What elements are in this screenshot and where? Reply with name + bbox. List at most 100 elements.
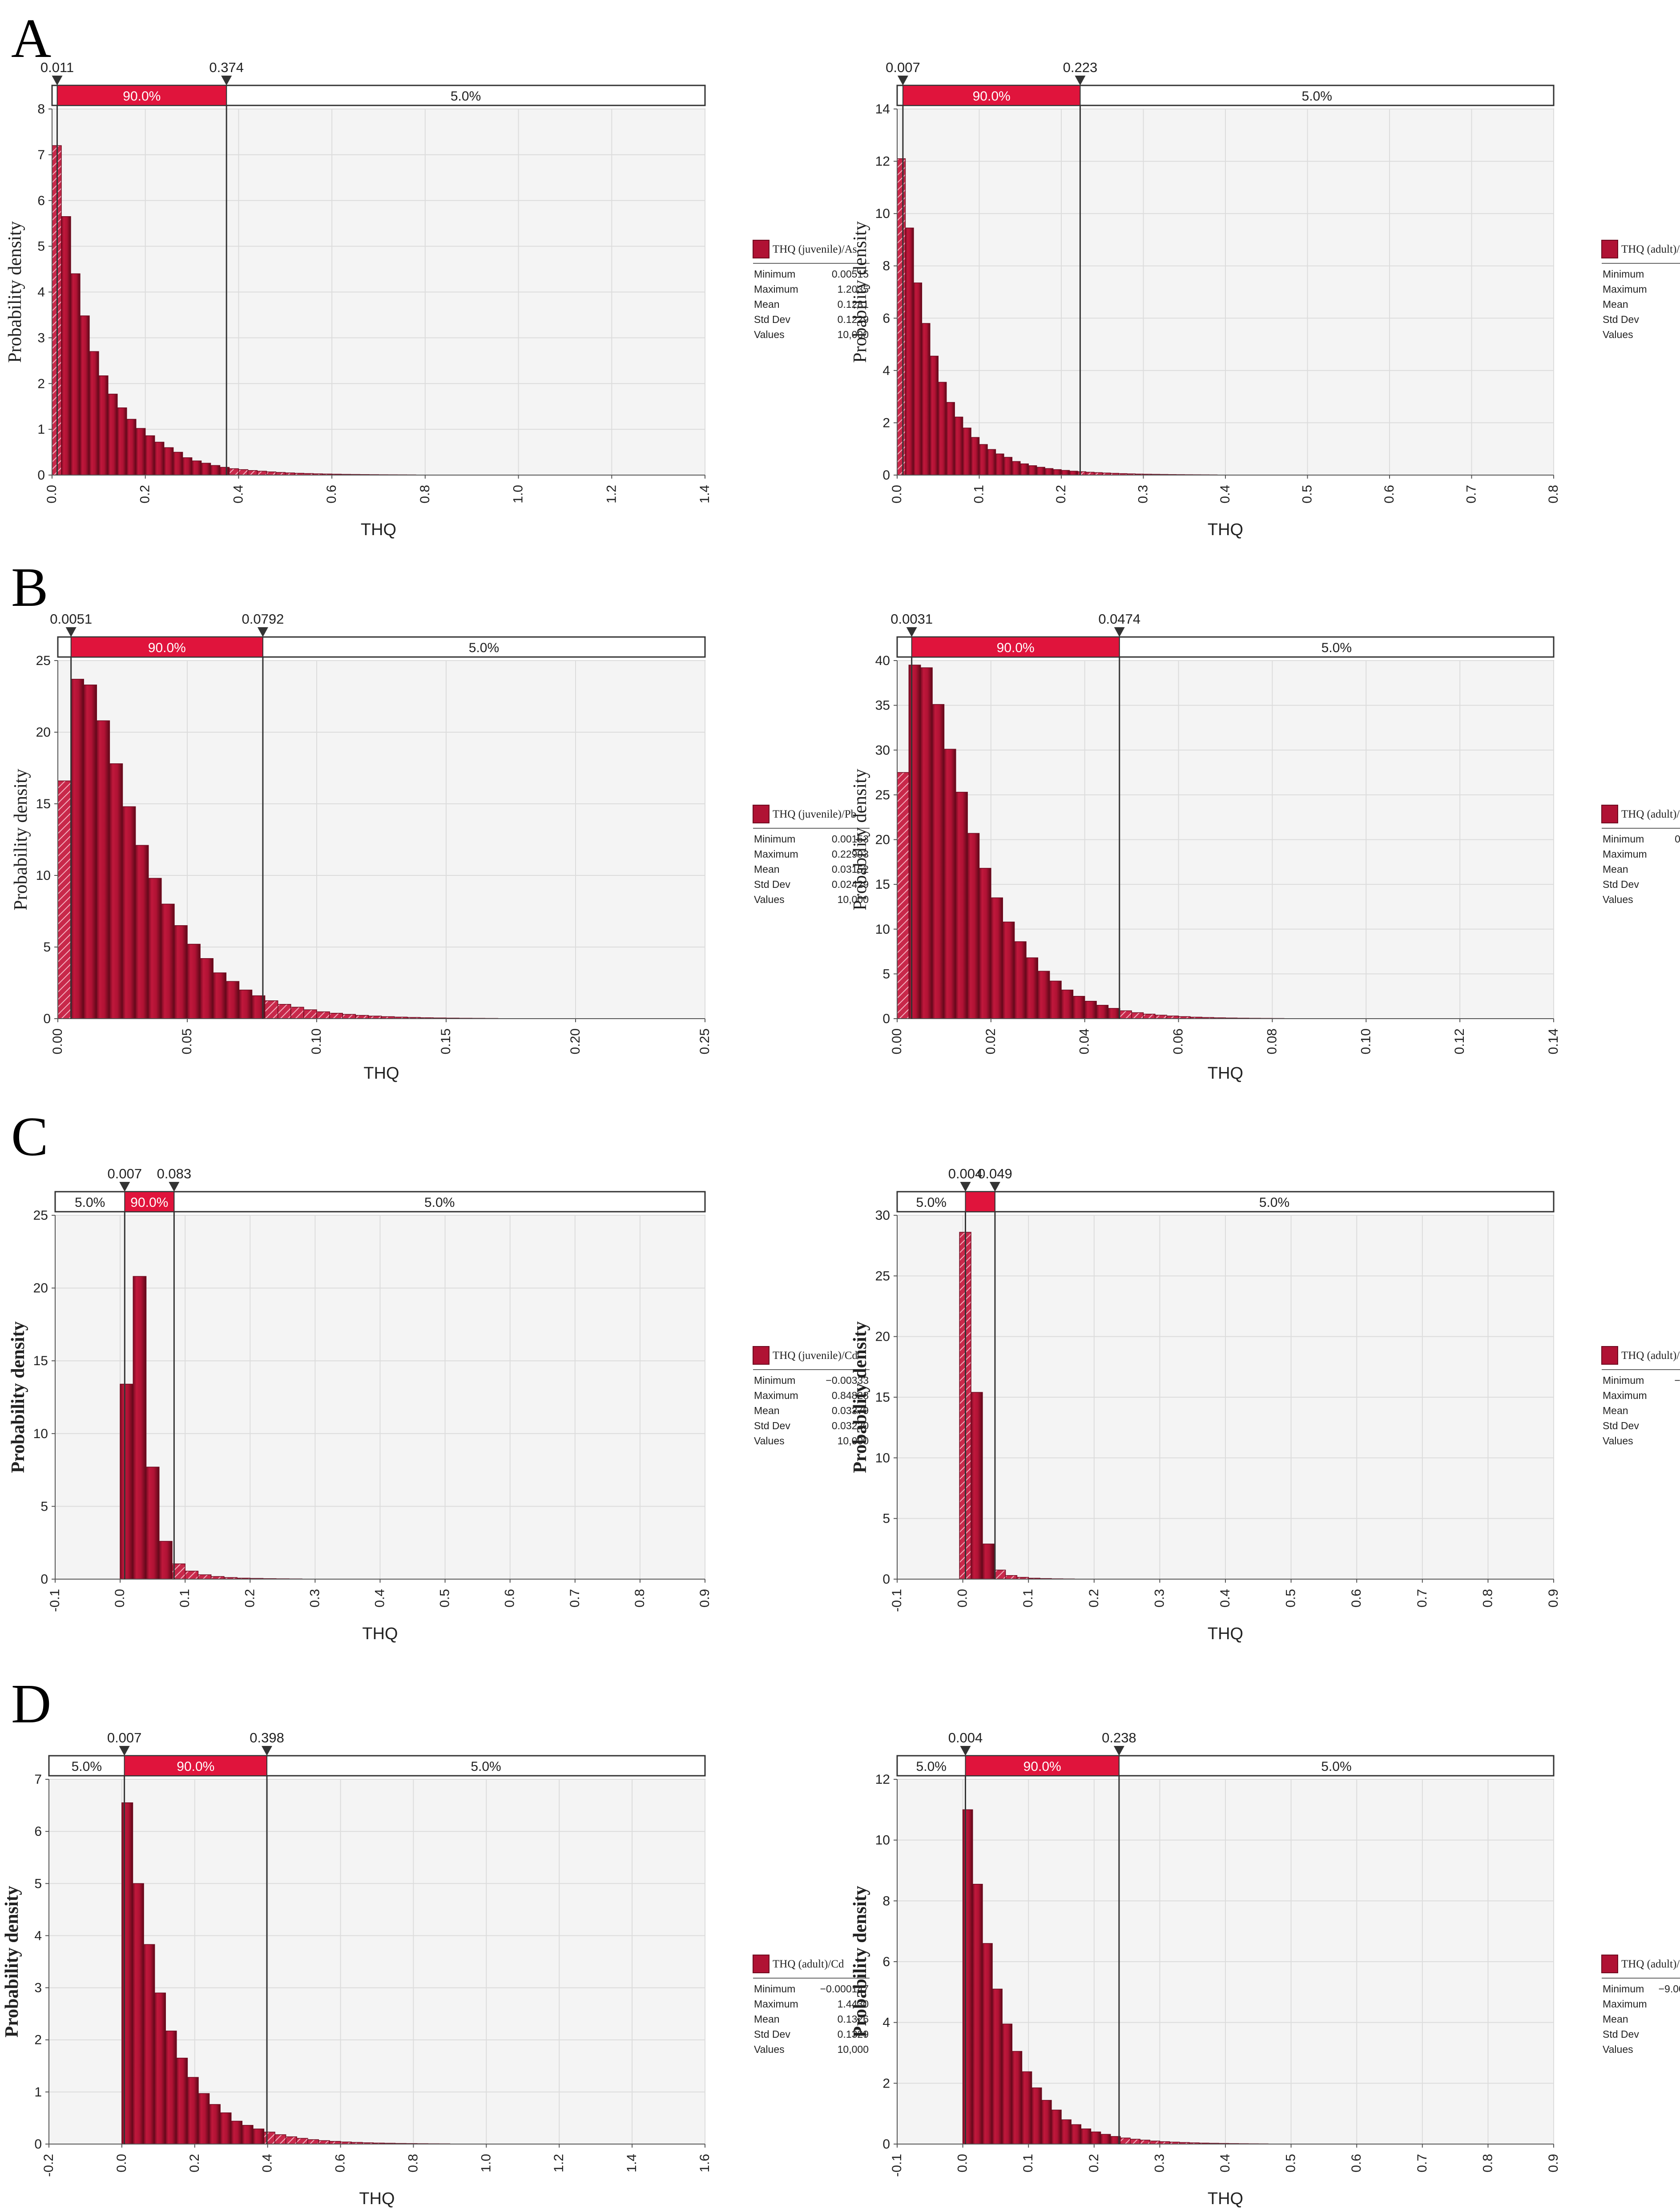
histogram-bar [908, 665, 921, 1019]
y-tick-label: 10 [875, 206, 890, 221]
upper-cut-label: 0.0792 [242, 611, 284, 627]
y-tick-label: 1 [37, 422, 45, 437]
histogram-bar [220, 2112, 232, 2145]
histogram-bar [971, 1392, 983, 1580]
band-segment-label: 5.0% [1321, 1759, 1351, 1774]
band-segment-filled [124, 1191, 175, 1212]
x-tick-label: 0.6 [324, 485, 339, 504]
histogram-bar [154, 1992, 166, 2145]
x-tick-label: 0.0 [113, 1589, 127, 1608]
y-tick-label: 20 [36, 725, 51, 740]
histogram-bar [89, 351, 99, 476]
histogram-bar [991, 897, 1003, 1019]
x-axis-label: THQ [1208, 2189, 1243, 2208]
histogram-bar [1071, 2124, 1082, 2145]
histogram-bar [1037, 971, 1050, 1019]
x-tick-label: 0.5 [1284, 2154, 1298, 2173]
legend-swatch [753, 1955, 769, 1973]
histogram-bar [1090, 2131, 1101, 2145]
band-segment-label: 5.0% [1302, 89, 1332, 104]
y-tick-label: 10 [33, 1427, 48, 1441]
x-tick-label: 0.9 [697, 1589, 712, 1608]
lower-cut-marker [960, 1746, 971, 1756]
histogram-bar [992, 1988, 1003, 2145]
legend-stat-value: 0.1329 [838, 2028, 869, 2040]
x-tick-label: 0.3 [1152, 1589, 1167, 1608]
histogram-bar [57, 780, 71, 1019]
legend-stat-label: Minimum [754, 1375, 795, 1386]
y-tick-label: 3 [34, 1981, 42, 1995]
x-axis-label: THQ [363, 1064, 399, 1083]
legend-stat-label: Mean [1603, 1405, 1628, 1416]
x-tick-label: 0.8 [633, 1589, 647, 1608]
lower-cut-label: 0.007 [886, 60, 920, 75]
histogram-bar [145, 1467, 160, 1580]
x-tick-label: 0.04 [1077, 1028, 1092, 1054]
histogram-bar [1026, 957, 1039, 1019]
histogram-bar [1014, 941, 1027, 1019]
histogram-bar [174, 925, 188, 1019]
histogram-bar [109, 763, 123, 1019]
x-tick-label: 0.3 [1152, 2154, 1167, 2173]
y-tick-label: 15 [875, 1390, 890, 1405]
x-tick-label: 0.00 [890, 1028, 904, 1054]
histogram-bar [930, 355, 939, 476]
legend-stat-value: 0.000932 [1675, 833, 1680, 845]
band-segment-filled [902, 85, 1081, 106]
y-tick-label: 10 [875, 1451, 890, 1465]
probability-band [896, 1191, 1555, 1213]
histogram-bar [1077, 471, 1087, 476]
histogram-bar [905, 227, 914, 476]
y-tick-label: 4 [34, 1928, 42, 1943]
histogram-bar [329, 1013, 343, 1019]
upper-cut-label: 0.223 [1063, 60, 1098, 75]
x-tick-label: 0.0 [44, 485, 59, 504]
x-tick-label: 0.4 [373, 1589, 387, 1608]
x-tick-label: 0.8 [1480, 2154, 1495, 2173]
legend-stat-value: 0.00153 [832, 833, 869, 845]
histogram-bar [1005, 1575, 1018, 1580]
x-tick-label: 0.4 [1218, 2154, 1233, 2173]
upper-cut-marker [262, 1746, 273, 1756]
lower-cut-marker [906, 627, 917, 637]
histogram-bar [83, 684, 97, 1019]
histogram-bar [242, 2125, 254, 2145]
legend-swatch [1601, 1955, 1618, 1973]
y-tick-label: 8 [37, 102, 45, 117]
histogram-bar [932, 704, 945, 1019]
y-tick-label: 0 [34, 2137, 42, 2152]
x-tick-label: 0.08 [1265, 1028, 1279, 1054]
lower-cut-marker [52, 76, 63, 85]
histogram-bar [318, 2140, 330, 2145]
y-tick-label: 25 [33, 1208, 48, 1223]
histogram-bar [117, 407, 127, 476]
histogram-bar [1061, 470, 1070, 476]
panel-label-a: A [11, 8, 51, 69]
legend-stat-value: 0.03220 [832, 1420, 869, 1431]
chart-7: 5.0% 90.0% 5.0% 0.007 0.398 -0.2 0.0 0.2 0.4 0.6 0… [2, 1730, 870, 2208]
y-tick-label: 5 [34, 1876, 42, 1891]
histogram-bar [163, 447, 174, 476]
histogram-bar [264, 1000, 278, 1019]
histogram-bar [285, 2136, 297, 2145]
x-tick-label: 0.10 [1358, 1028, 1373, 1054]
histogram-bar [1069, 471, 1078, 476]
histogram-bar [1155, 1015, 1167, 1019]
histogram-bar [967, 833, 980, 1019]
legend-swatch [1601, 805, 1618, 823]
lower-cut-label: 0.011 [40, 60, 74, 75]
histogram-bar [1003, 457, 1013, 476]
lower-cut-label: 0.0051 [50, 611, 92, 627]
y-tick-label: 7 [34, 1772, 42, 1787]
y-tick-label: 6 [882, 311, 890, 326]
y-tick-label: 0 [43, 1012, 51, 1026]
x-tick-label: 0.8 [406, 2154, 420, 2173]
x-tick-label: 0.2 [242, 1589, 257, 1608]
chart-5: 5.0% 90.0% 5.0%0.007 0.083-0.1 0.0 0.1 0.2 0.3 0… [8, 1166, 870, 1643]
x-tick-label: 0.9 [1546, 1589, 1561, 1608]
histogram-bar [1096, 1005, 1109, 1019]
x-tick-label: -0.2 [41, 2154, 56, 2177]
histogram-bar [191, 460, 202, 476]
